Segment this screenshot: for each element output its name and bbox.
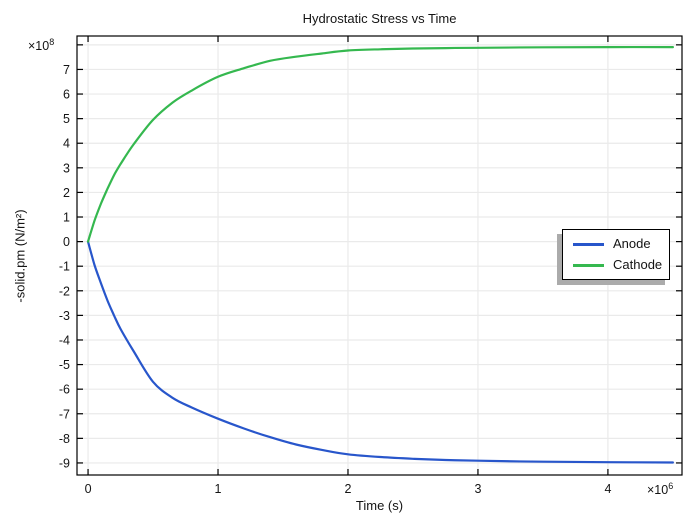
y-tick-label: -2: [59, 284, 70, 298]
x-tick-label: 3: [474, 482, 481, 496]
series-line-anode: [86, 240, 674, 464]
y-tick-label: -1: [59, 260, 70, 274]
anode-line-swatch: [573, 242, 604, 246]
y-tick-label: 4: [63, 137, 70, 151]
legend-label-anode: Anode: [613, 236, 651, 251]
x-axis-multiplier: ×106: [647, 481, 674, 498]
x-tick-label: 1: [215, 482, 222, 496]
y-tick-label: -6: [59, 383, 70, 397]
chart-title: Hydrostatic Stress vs Time: [302, 11, 457, 26]
y-tick-label: 7: [63, 63, 70, 77]
y-tick-label: -3: [59, 309, 70, 323]
y-tick-label: 3: [63, 161, 70, 175]
legend-item-anode: Anode: [573, 237, 659, 251]
y-tick-label: 0: [63, 235, 70, 249]
y-tick-label: 6: [63, 88, 70, 102]
cathode-line-swatch: [573, 263, 604, 267]
legend-item-cathode: Cathode: [573, 257, 663, 272]
y-tick-label: 5: [63, 112, 70, 126]
y-tick-label: -4: [59, 333, 70, 347]
y-tick-label: -9: [59, 456, 70, 470]
x-tick-label: 0: [85, 482, 92, 496]
x-tick-label: 2: [345, 482, 352, 496]
y-tick-label: -5: [59, 358, 70, 372]
y-tick-label: -8: [59, 432, 70, 446]
legend-label-cathode: Cathode: [613, 257, 663, 272]
x-tick-label: 4: [604, 482, 611, 496]
y-tick-label: -7: [59, 407, 70, 421]
y-tick-label: 2: [63, 186, 70, 200]
legend: Anode Cathode: [562, 229, 670, 280]
y-tick-label: 1: [63, 211, 70, 225]
plot-frame: [76, 35, 683, 476]
x-axis-label: Time (s): [355, 498, 404, 513]
series-line-cathode: [86, 45, 674, 243]
y-axis-multiplier: ×108: [28, 37, 55, 54]
